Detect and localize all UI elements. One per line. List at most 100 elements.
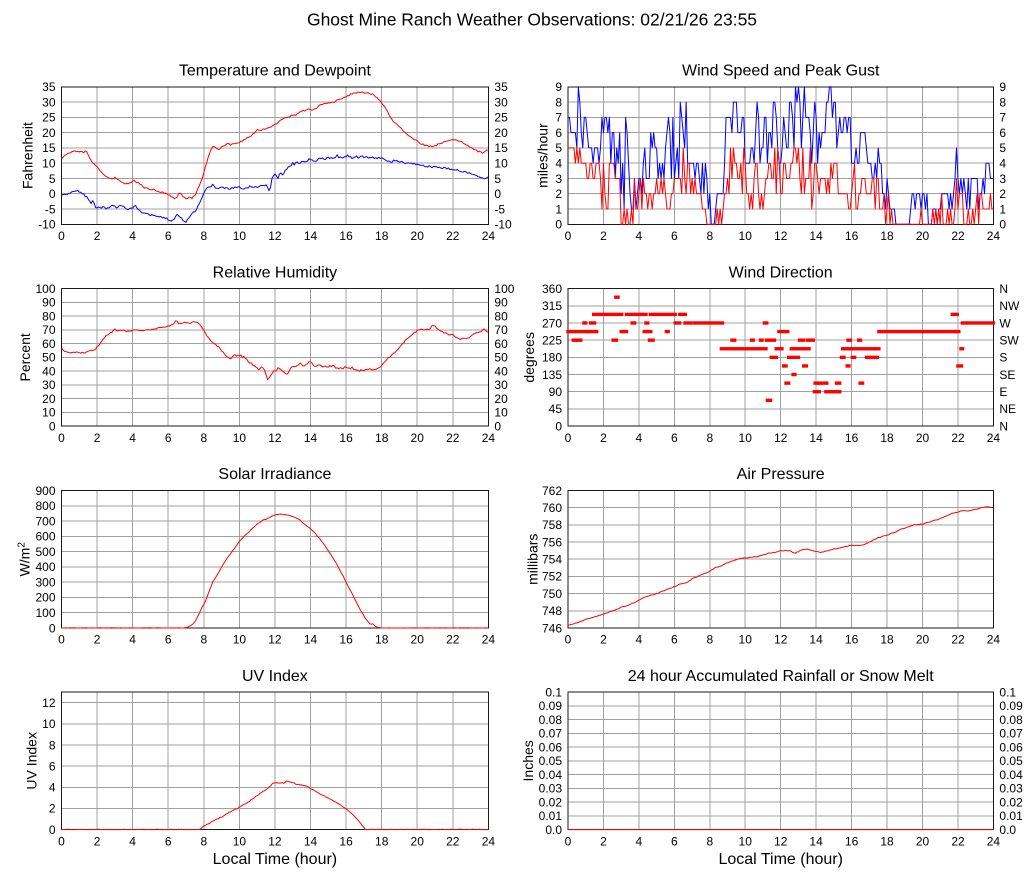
svg-text:40: 40 xyxy=(494,364,508,378)
svg-text:16: 16 xyxy=(845,431,859,445)
svg-text:50: 50 xyxy=(494,351,508,365)
svg-text:20: 20 xyxy=(42,126,56,140)
svg-text:4: 4 xyxy=(129,431,136,445)
svg-text:12: 12 xyxy=(268,431,282,445)
svg-text:16: 16 xyxy=(339,633,353,647)
svg-text:754: 754 xyxy=(542,553,562,567)
svg-text:7: 7 xyxy=(999,111,1006,125)
svg-text:5: 5 xyxy=(494,172,501,186)
svg-text:20: 20 xyxy=(494,392,508,406)
svg-text:22: 22 xyxy=(446,431,460,445)
svg-text:500: 500 xyxy=(35,545,55,559)
svg-text:5: 5 xyxy=(555,141,562,155)
svg-text:N: N xyxy=(999,282,1008,296)
svg-text:8: 8 xyxy=(555,95,562,109)
svg-text:762: 762 xyxy=(542,484,562,498)
svg-text:8: 8 xyxy=(200,633,207,647)
svg-text:20: 20 xyxy=(42,392,56,406)
svg-text:180: 180 xyxy=(542,351,562,365)
svg-text:752: 752 xyxy=(542,570,562,584)
svg-text:22: 22 xyxy=(446,229,460,243)
svg-text:0: 0 xyxy=(555,218,562,232)
svg-text:Air Pressure: Air Pressure xyxy=(737,466,825,483)
svg-text:0.07: 0.07 xyxy=(999,727,1023,741)
svg-text:9: 9 xyxy=(555,80,562,94)
svg-text:6: 6 xyxy=(165,431,172,445)
svg-text:0: 0 xyxy=(494,187,501,201)
svg-text:1: 1 xyxy=(555,202,562,216)
svg-text:20: 20 xyxy=(916,633,930,647)
svg-text:8: 8 xyxy=(706,229,713,243)
svg-text:24: 24 xyxy=(482,431,496,445)
svg-text:0: 0 xyxy=(58,633,65,647)
svg-text:12: 12 xyxy=(42,696,56,710)
svg-text:6: 6 xyxy=(671,633,678,647)
svg-text:3: 3 xyxy=(555,172,562,186)
svg-text:80: 80 xyxy=(42,309,56,323)
svg-text:90: 90 xyxy=(549,385,563,399)
svg-text:Wind Speed and Peak Gust: Wind Speed and Peak Gust xyxy=(682,63,880,80)
svg-text:6: 6 xyxy=(49,759,56,773)
svg-text:Relative Humidity: Relative Humidity xyxy=(213,264,337,281)
svg-text:30: 30 xyxy=(494,378,508,392)
svg-text:750: 750 xyxy=(542,587,562,601)
svg-text:22: 22 xyxy=(951,229,965,243)
svg-text:5: 5 xyxy=(999,141,1006,155)
svg-text:0: 0 xyxy=(494,419,501,433)
svg-text:22: 22 xyxy=(951,633,965,647)
svg-text:10: 10 xyxy=(739,834,753,848)
svg-text:0: 0 xyxy=(49,419,56,433)
svg-text:300: 300 xyxy=(35,576,55,590)
svg-text:14: 14 xyxy=(809,431,823,445)
svg-text:10: 10 xyxy=(739,229,753,243)
svg-text:0.02: 0.02 xyxy=(539,795,563,809)
svg-text:0.02: 0.02 xyxy=(999,795,1023,809)
svg-text:Solar Irradiance: Solar Irradiance xyxy=(218,466,331,483)
svg-text:10: 10 xyxy=(42,157,56,171)
svg-text:16: 16 xyxy=(339,229,353,243)
svg-text:225: 225 xyxy=(542,334,562,348)
svg-text:20: 20 xyxy=(916,229,930,243)
svg-text:6: 6 xyxy=(671,229,678,243)
svg-text:20: 20 xyxy=(916,834,930,848)
svg-text:15: 15 xyxy=(494,141,508,155)
svg-text:315: 315 xyxy=(542,299,562,313)
svg-text:0.04: 0.04 xyxy=(999,768,1023,782)
svg-text:24: 24 xyxy=(482,229,496,243)
svg-text:2: 2 xyxy=(94,431,101,445)
svg-text:degrees: degrees xyxy=(521,332,537,383)
svg-text:90: 90 xyxy=(494,296,508,310)
svg-text:18: 18 xyxy=(880,834,894,848)
svg-text:5: 5 xyxy=(49,172,56,186)
svg-text:Wind Direction: Wind Direction xyxy=(729,264,833,281)
svg-text:600: 600 xyxy=(35,530,55,544)
svg-text:8: 8 xyxy=(200,431,207,445)
svg-text:200: 200 xyxy=(35,591,55,605)
svg-text:22: 22 xyxy=(951,834,965,848)
svg-text:14: 14 xyxy=(809,633,823,647)
svg-text:12: 12 xyxy=(774,431,788,445)
svg-text:16: 16 xyxy=(339,834,353,848)
svg-text:24: 24 xyxy=(482,633,496,647)
svg-text:760: 760 xyxy=(542,501,562,515)
svg-text:30: 30 xyxy=(42,95,56,109)
svg-text:NE: NE xyxy=(999,402,1016,416)
svg-text:E: E xyxy=(999,385,1007,399)
svg-text:4: 4 xyxy=(555,157,562,171)
svg-text:UV Index: UV Index xyxy=(24,732,40,790)
svg-text:2: 2 xyxy=(600,229,607,243)
svg-text:12: 12 xyxy=(268,834,282,848)
svg-text:9: 9 xyxy=(999,80,1006,94)
svg-text:0: 0 xyxy=(565,229,572,243)
svg-text:10: 10 xyxy=(739,633,753,647)
svg-text:24: 24 xyxy=(987,633,1001,647)
svg-text:4: 4 xyxy=(999,157,1006,171)
svg-text:14: 14 xyxy=(809,834,823,848)
svg-text:18: 18 xyxy=(375,431,389,445)
svg-text:-10: -10 xyxy=(494,218,512,232)
svg-text:22: 22 xyxy=(951,431,965,445)
svg-text:45: 45 xyxy=(549,402,563,416)
svg-text:0.06: 0.06 xyxy=(539,740,563,754)
svg-text:22: 22 xyxy=(446,633,460,647)
svg-text:8: 8 xyxy=(706,834,713,848)
